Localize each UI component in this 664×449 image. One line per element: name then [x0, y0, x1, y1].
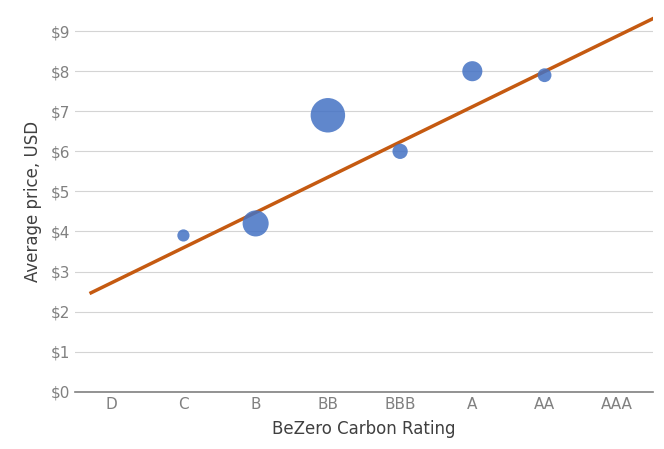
X-axis label: BeZero Carbon Rating: BeZero Carbon Rating	[272, 420, 456, 438]
Point	[539, 72, 550, 79]
Point	[178, 232, 189, 239]
Point	[250, 220, 261, 227]
Y-axis label: Average price, USD: Average price, USD	[25, 121, 42, 282]
Point	[467, 68, 477, 75]
Point	[323, 112, 333, 119]
Point	[395, 148, 406, 155]
